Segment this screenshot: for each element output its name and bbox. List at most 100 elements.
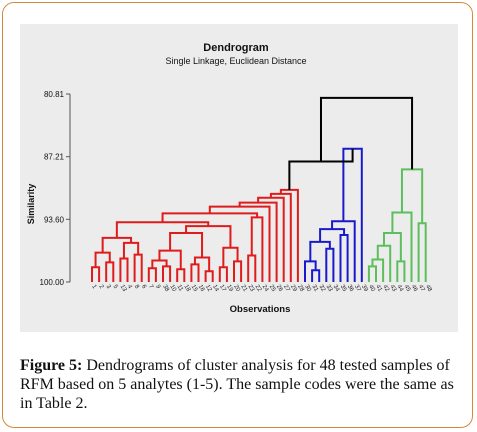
- dendrogram-panel: Dendrogram Single Linkage, Euclidean Dis…: [20, 24, 458, 332]
- leaf-label: 39: [360, 284, 369, 293]
- leaf-label: 17: [218, 284, 227, 293]
- red-link: [185, 225, 232, 248]
- red-link: [119, 257, 129, 282]
- blue-link: [304, 260, 317, 282]
- leaf-label: 37: [353, 284, 362, 293]
- red-link: [269, 192, 292, 282]
- leaf-label: 19: [225, 284, 234, 293]
- red-link: [247, 254, 257, 282]
- leaf-label: 33: [325, 284, 334, 293]
- red-link: [147, 267, 157, 282]
- y-tick-label: 87.21: [44, 153, 65, 162]
- leaf-label: 23: [246, 284, 255, 293]
- leaf-label: 42: [381, 284, 390, 293]
- leaf-label: 10: [168, 284, 177, 293]
- red-link: [257, 196, 285, 282]
- blue-link: [311, 269, 321, 282]
- red-link: [115, 221, 210, 238]
- leaf-label: 12: [204, 284, 213, 293]
- leaf-label: 30: [303, 284, 312, 293]
- leaf-label: 11: [175, 284, 184, 293]
- red-link: [176, 268, 186, 282]
- leaf-label: 27: [282, 284, 291, 293]
- chart-title: Dendrogram: [203, 42, 269, 54]
- green-link: [376, 244, 392, 282]
- leaf-label: 31: [310, 284, 319, 293]
- leaf-label: 15: [190, 284, 199, 293]
- black-link: [288, 148, 354, 190]
- green-link: [396, 260, 406, 282]
- red-link: [133, 253, 143, 282]
- leaf-label: 6: [140, 284, 147, 290]
- red-link: [190, 263, 200, 282]
- y-tick-label: 93.60: [44, 215, 65, 224]
- red-link: [208, 205, 271, 282]
- leaf-label: 28: [296, 284, 305, 293]
- leaf-label: 29: [289, 284, 298, 293]
- leaf-label: 3: [104, 284, 111, 290]
- leaf-label: 40: [367, 284, 376, 293]
- green-link: [417, 222, 427, 282]
- leaf-label: 25: [268, 284, 277, 293]
- red-link: [105, 261, 115, 282]
- leaf-label: 38: [161, 284, 170, 293]
- leaf-label: 20: [232, 284, 241, 293]
- leaf-label: 44: [396, 284, 405, 293]
- red-link: [204, 270, 214, 282]
- red-link: [169, 232, 204, 258]
- red-link: [161, 212, 259, 223]
- leaf-label: 4: [126, 284, 133, 290]
- green-link: [367, 265, 377, 282]
- red-link: [94, 251, 111, 268]
- red-link: [162, 265, 172, 282]
- blue-link: [342, 147, 363, 282]
- red-link: [222, 246, 239, 268]
- black-link: [319, 96, 414, 170]
- leaf-label: 13: [119, 284, 128, 293]
- leaf-label: 43: [388, 284, 397, 293]
- leaf-label: 36: [346, 284, 355, 293]
- green-link: [382, 232, 402, 262]
- leaf-label: 22: [254, 284, 263, 293]
- leaf-label: 18: [183, 284, 192, 293]
- leaf-label: 21: [239, 284, 248, 293]
- leaf-label: 41: [374, 284, 383, 293]
- leaf-label: 32: [317, 284, 326, 293]
- leaf-label: 8: [133, 284, 140, 290]
- leaf-label: 46: [410, 284, 419, 293]
- figure-caption: Figure 5: Dendrograms of cluster analysi…: [20, 356, 460, 413]
- leaf-label: 47: [417, 284, 426, 293]
- figure-label: Figure 5:: [20, 357, 83, 374]
- red-link: [233, 260, 243, 282]
- leaf-label: 35: [339, 284, 348, 293]
- red-link: [122, 241, 140, 259]
- figure-frame: [2, 2, 473, 428]
- leaf-label: 34: [332, 284, 341, 293]
- chart-subtitle: Single Linkage, Euclidean Distance: [165, 56, 306, 66]
- red-link: [101, 236, 133, 253]
- red-link: [91, 266, 101, 282]
- caption-text: Dendrograms of cluster analysis for 48 t…: [20, 357, 454, 412]
- leaf-label: 24: [261, 284, 270, 293]
- blue-link: [325, 247, 335, 282]
- leaf-label: 16: [197, 284, 206, 293]
- red-link: [250, 216, 264, 282]
- blue-link: [339, 233, 349, 282]
- dendrogram-chart: Dendrogram Single Linkage, Euclidean Dis…: [26, 42, 433, 315]
- x-axis-label: Observations: [230, 304, 291, 315]
- green-link: [371, 258, 385, 282]
- leaf-label: 7: [147, 284, 154, 290]
- red-link: [218, 266, 228, 282]
- leaf-label: 48: [424, 284, 433, 293]
- y-tick-label: 80.81: [44, 90, 65, 99]
- leaf-label: 1: [90, 284, 97, 290]
- leaf-label: 2: [97, 284, 104, 290]
- leaf-label: 45: [403, 284, 412, 293]
- leaf-label: 14: [211, 284, 220, 293]
- y-axis-label: Similarity: [26, 184, 36, 225]
- leaf-label: 5: [112, 284, 119, 290]
- red-link: [238, 201, 278, 282]
- leaf-label: 9: [154, 284, 161, 290]
- y-tick-label: 100.00: [40, 278, 65, 287]
- green-link: [391, 211, 413, 282]
